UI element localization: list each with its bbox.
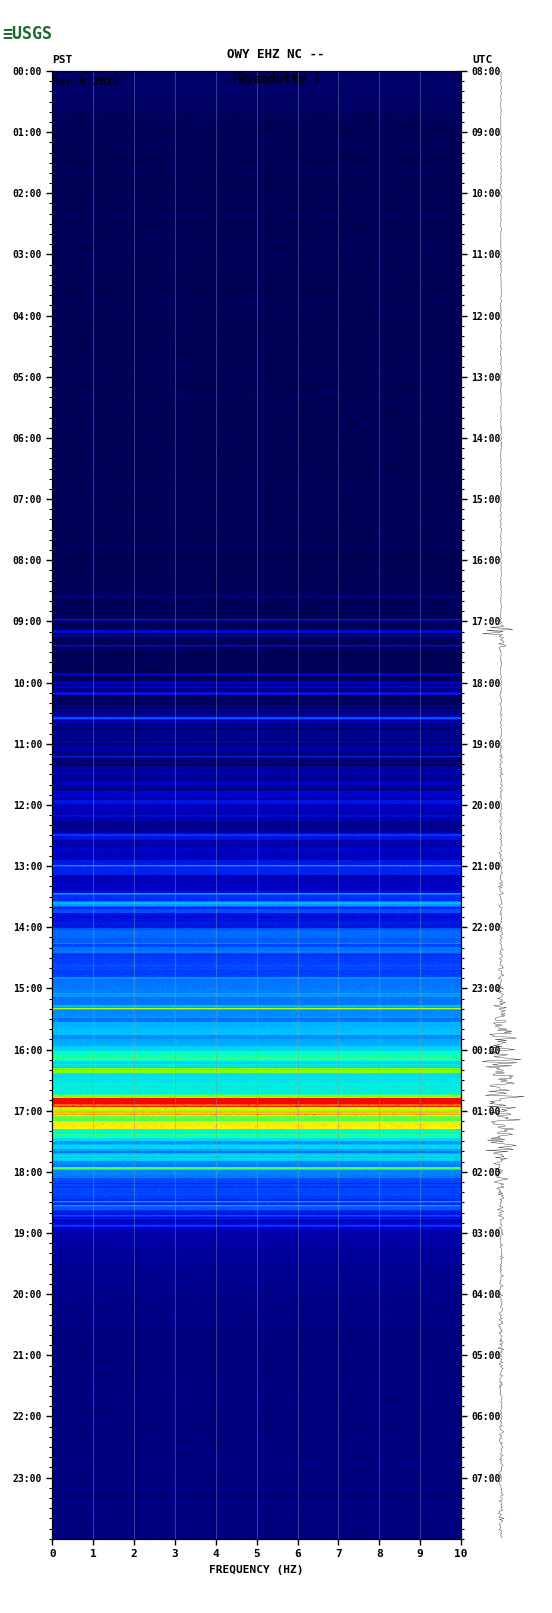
X-axis label: FREQUENCY (HZ): FREQUENCY (HZ) xyxy=(209,1565,304,1574)
Text: OWY EHZ NC --: OWY EHZ NC -- xyxy=(227,48,325,61)
Text: UTC: UTC xyxy=(472,55,492,65)
Text: ≡USGS: ≡USGS xyxy=(2,24,52,44)
Text: (Wyandotte ): (Wyandotte ) xyxy=(231,73,321,85)
Text: Mar 9,2022: Mar 9,2022 xyxy=(52,77,120,87)
Text: PST: PST xyxy=(52,55,73,65)
